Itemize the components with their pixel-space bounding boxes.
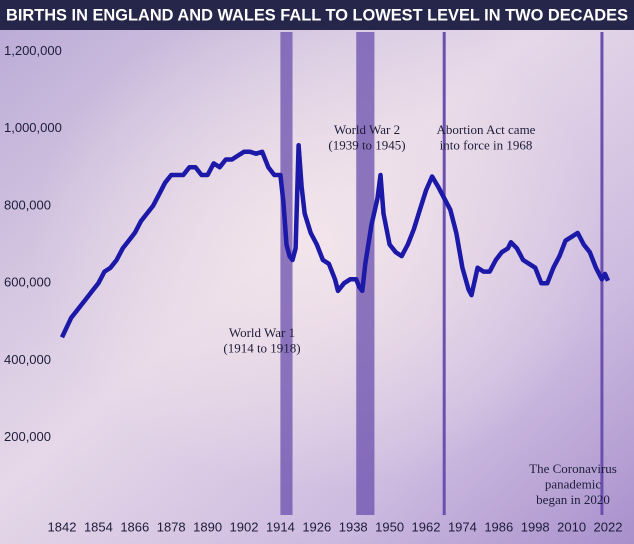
x-tick-label: 1842 <box>48 519 77 534</box>
annotation: World War 1 <box>229 325 295 340</box>
annotation: (1939 to 1945) <box>328 137 405 152</box>
x-tick-label: 1998 <box>521 519 550 534</box>
annotation: began in 2020 <box>536 492 610 507</box>
y-tick-label: 1,200,000 <box>4 43 62 58</box>
x-tick-label: 1926 <box>302 519 331 534</box>
y-tick-label: 600,000 <box>4 275 51 290</box>
x-tick-label: 1854 <box>84 519 113 534</box>
x-tick-label: 1866 <box>120 519 149 534</box>
title-bar <box>0 0 634 30</box>
x-tick-label: 1878 <box>157 519 186 534</box>
annotation: World War 2 <box>334 122 400 137</box>
war-band <box>280 32 293 515</box>
x-tick-label: 1974 <box>448 519 477 534</box>
y-tick-label: 800,000 <box>4 197 51 212</box>
annotation: The Coronavirus <box>529 461 617 476</box>
y-tick-label: 400,000 <box>4 352 51 367</box>
annotation: into force in 1968 <box>440 137 533 152</box>
series-line <box>59 142 611 339</box>
x-tick-label: 1902 <box>230 519 259 534</box>
x-tick-label: 1890 <box>193 519 222 534</box>
y-tick-label: 1,000,000 <box>4 120 62 135</box>
x-tick-label: 1986 <box>484 519 513 534</box>
annotation: (1914 to 1918) <box>223 340 300 355</box>
x-tick-label: 1938 <box>339 519 368 534</box>
x-tick-label: 1962 <box>412 519 441 534</box>
annotation: panademic <box>545 476 602 491</box>
x-tick-label: 1914 <box>266 519 295 534</box>
x-tick-label: 2022 <box>594 519 623 534</box>
x-tick-label: 2010 <box>557 519 586 534</box>
x-tick-label: 1950 <box>375 519 404 534</box>
annotation: Abortion Act came <box>437 122 536 137</box>
y-tick-label: 200,000 <box>4 429 51 444</box>
chart-title: BIRTHS IN ENGLAND AND WALES FALL TO LOWE… <box>6 5 628 24</box>
